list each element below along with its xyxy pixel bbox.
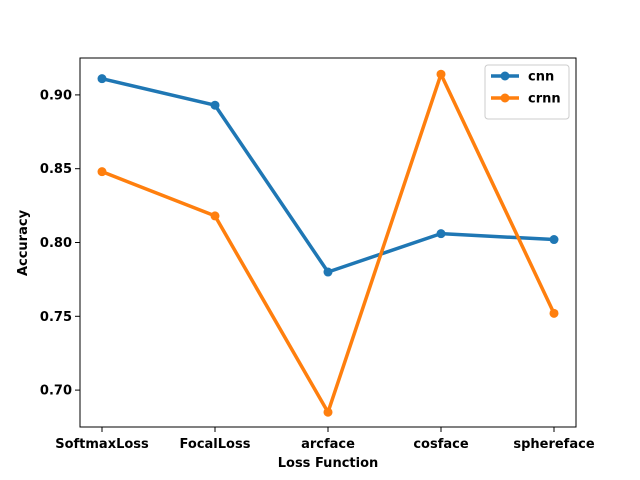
data-point-crnn — [323, 407, 333, 417]
legend-label-cnn: cnn — [528, 70, 554, 85]
y-tick-label: 0.85 — [40, 162, 72, 177]
data-point-cnn — [97, 74, 107, 84]
data-point-cnn — [436, 229, 446, 239]
y-tick-label: 0.80 — [40, 236, 72, 251]
data-point-crnn — [97, 167, 107, 177]
x-axis: SoftmaxLoss FocalLoss arcface cosface sphere… — [55, 427, 595, 452]
x-tick-label: FocalLoss — [180, 437, 251, 452]
y-tick-label: 0.75 — [40, 310, 72, 325]
x-tick-label: cosface — [413, 437, 469, 452]
data-point-cnn — [323, 267, 333, 277]
data-point-crnn — [549, 308, 559, 318]
legend: cnn crnn — [484, 64, 570, 120]
data-point-crnn — [436, 69, 446, 79]
y-axis-label: Accuracy — [16, 209, 31, 276]
series-line-crnn — [100, 72, 556, 414]
data-point-cnn — [210, 100, 220, 110]
y-axis: 0.70 0.75 0.80 0.85 0.90 — [40, 88, 80, 399]
x-tick-label: arcface — [301, 437, 355, 452]
x-tick-label: sphereface — [513, 437, 594, 452]
series-layer — [97, 69, 559, 417]
legend-label-crnn: crnn — [528, 92, 561, 107]
legend-marker-cnn — [500, 71, 510, 81]
legend-marker-crnn — [500, 93, 510, 103]
x-axis-label: Loss Function — [278, 456, 379, 471]
y-tick-label: 0.90 — [40, 88, 72, 103]
data-point-crnn — [210, 211, 220, 221]
data-point-cnn — [549, 235, 559, 245]
x-tick-label: SoftmaxLoss — [55, 437, 149, 452]
y-tick-label: 0.70 — [40, 384, 72, 399]
